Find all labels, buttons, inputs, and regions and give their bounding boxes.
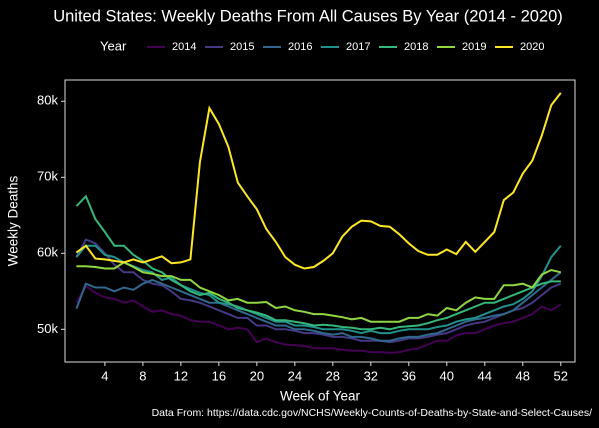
x-tick-label: 24 [288,368,302,383]
x-tick-label: 12 [174,368,188,383]
panel-border [64,79,576,363]
legend-label: 2017 [346,41,370,53]
x-tick-label: 8 [139,368,146,383]
legend-label: 2019 [462,41,486,53]
line-series [75,244,562,335]
line-series [75,92,562,270]
x-tick-label: 4 [101,368,108,383]
x-tick-label: 48 [516,368,530,383]
y-tick-label: 60k [37,245,58,260]
x-tick-label: 40 [440,368,454,383]
legend-label: 2018 [404,41,428,53]
chart-title: United States: Weekly Deaths From All Ca… [53,7,563,25]
x-tick-label: 52 [554,368,568,383]
y-tick-label: 70k [37,169,58,184]
legend-label: 2016 [288,41,312,53]
line-series [76,261,562,323]
y-tick-label: 80k [37,93,58,108]
line-series [75,284,562,354]
caption: Data From: https://data.cdc.gov/NCHS/Wee… [152,407,592,419]
line-series [75,271,562,342]
y-axis-label: Weekly Deaths [6,175,21,266]
x-tick-label: 32 [364,368,378,383]
legend-title: Year [100,38,127,53]
x-tick-label: 44 [478,368,492,383]
x-tick-label: 28 [326,368,340,383]
legend-label: 2015 [230,41,254,53]
legend-label: 2020 [520,41,544,53]
x-tick-label: 16 [212,368,226,383]
x-tick-label: 36 [402,368,416,383]
y-tick-label: 50k [37,321,58,336]
x-tick-label: 20 [250,368,264,383]
line-series [75,194,561,331]
x-axis-label: Week of Year [280,389,361,404]
line-series [75,238,562,344]
legend-label: 2014 [172,41,196,53]
